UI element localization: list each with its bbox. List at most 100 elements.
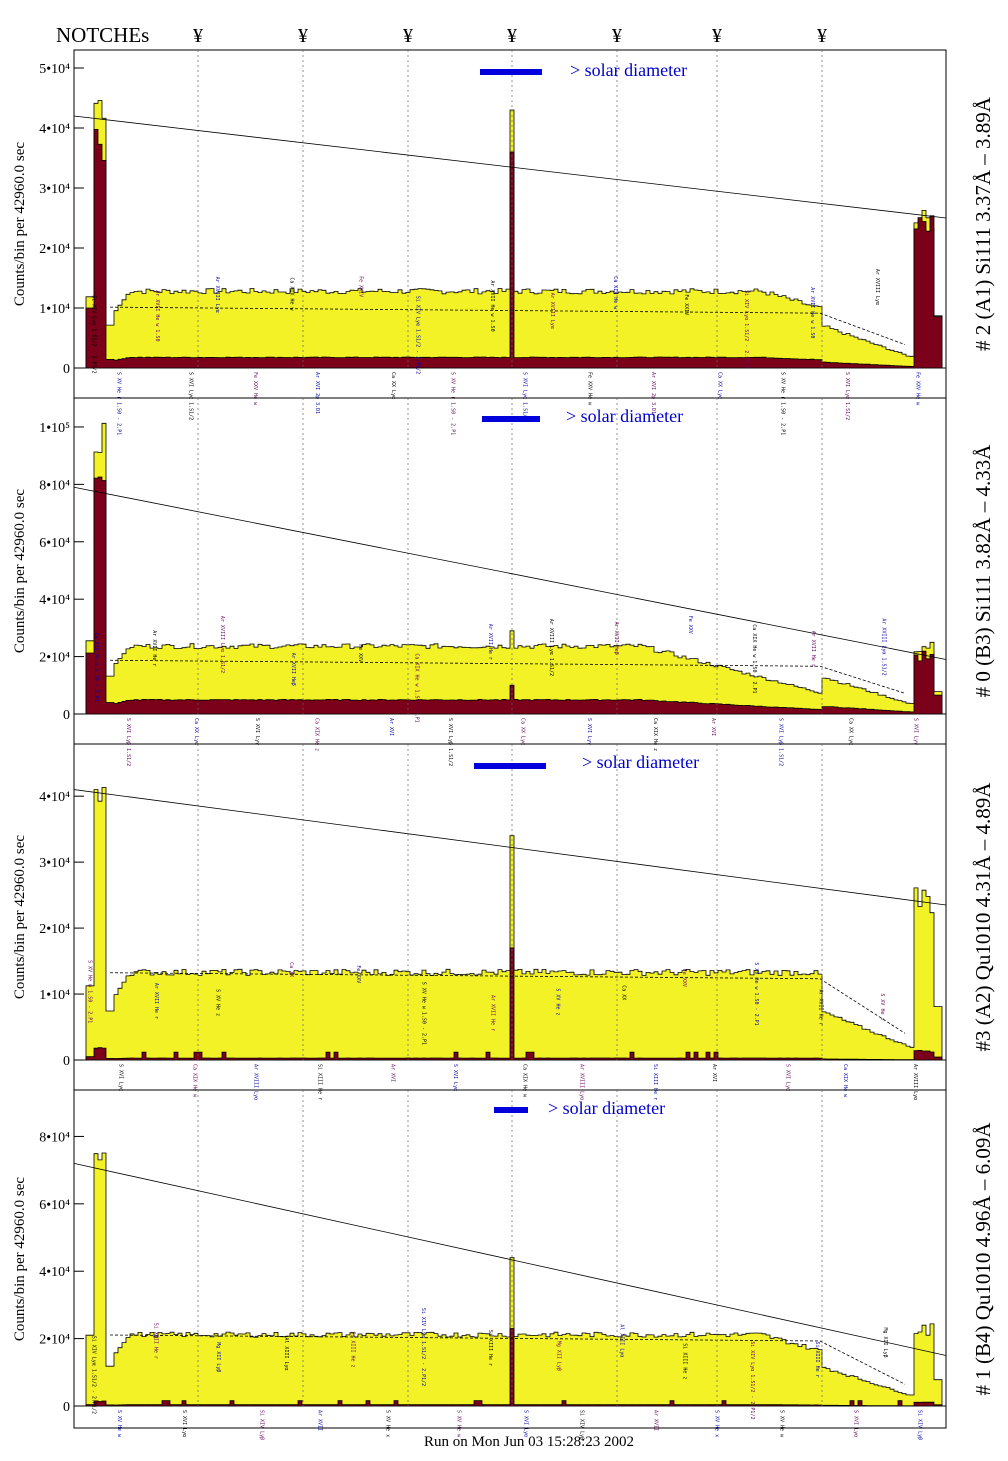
y-tick-label: 4•10⁴ — [39, 790, 70, 805]
notch-symbol: ¥ — [193, 25, 203, 47]
line-id-label: Fe XXIV — [683, 294, 689, 315]
solar-diameter-bar — [480, 69, 542, 75]
run-timestamp: Run on Mon Jun 03 15:28:23 2002 — [424, 1434, 634, 1450]
line-id-label: Fe XXV — [687, 616, 693, 634]
line-id-label: Fe XXV He w — [252, 372, 258, 406]
solar-diameter-label: > solar diameter — [548, 1098, 665, 1118]
line-id-label: S XV He z — [879, 993, 885, 1020]
line-id-label: S XVI Lyα — [452, 1064, 458, 1091]
solar-diameter-label: > solar diameter — [582, 752, 699, 772]
line-id-label: Ar XVII He w 1.S0 — [489, 280, 495, 331]
line-id-label: S XV He w 1.S0 - 2.P1 — [421, 982, 427, 1045]
line-id-label: S XV He w 1.S0 - 2.P1 — [753, 962, 759, 1025]
spectrum-panel-3: 0 2•10⁴ 4•10⁴ 6•10⁴ 8•10⁴ Counts/bin per 4296… — [12, 1089, 995, 1440]
line-id-label: S XV He z — [554, 988, 560, 1015]
y-tick-label: 5•10⁴ — [39, 62, 70, 77]
line-id-label: S XV He x — [714, 1410, 720, 1437]
line-id-label: S XV He z — [214, 989, 220, 1016]
y-axis-label: Counts/bin per 42960.0 sec — [12, 142, 28, 306]
line-id-label: Si XIV Lyβ — [579, 1410, 585, 1440]
panel-title: # 0 (B3) Si111 3.82Å – 4.33Å — [971, 444, 995, 698]
line-id-label: Ar XVI — [388, 718, 394, 736]
solar-diameter-bar — [494, 1107, 528, 1113]
line-id-label: Ca XIX He w 1.S0 - 2.P1 — [751, 624, 757, 693]
line-id-label: Ca XX Lyα — [519, 718, 525, 745]
line-id-label: Si XIII He r — [317, 1064, 323, 1100]
spectrum-panels: 0 1•10⁴ 2•10⁴ 3•10⁴ 4•10⁴ 5•10⁴ Counts/bin per… — [12, 49, 995, 1440]
line-id-label: Fe XXV — [355, 965, 361, 983]
line-id-label: Ar XVIII Lyα — [578, 1064, 584, 1100]
trend-line — [73, 486, 947, 660]
y-tick-label: 2•10⁴ — [39, 922, 70, 937]
line-id-label: S XVI Lyγ — [586, 718, 592, 745]
line-id-label: Ar XVII He r — [151, 630, 157, 666]
line-id-label: Ca XIX He w — [842, 1064, 848, 1098]
line-id-label: S XVI Lyα 1.S1/2 — [521, 372, 527, 420]
line-id-label: S XVI Lyα 1.S1/2 — [844, 372, 850, 420]
line-id-label: Si XIII He r — [652, 1064, 658, 1100]
y-tick-label: 4•10⁴ — [39, 122, 70, 137]
notches-label: NOTCHEs — [56, 23, 149, 47]
plot-frame — [73, 1089, 947, 1429]
line-id-label: Ca XX Lyα — [717, 372, 723, 399]
line-id-label: Ca XIX He z — [313, 718, 319, 751]
notch-symbol: ¥ — [817, 25, 827, 47]
line-id-label: Ar XVII Heβ — [290, 653, 296, 686]
series-darkred — [74, 476, 946, 715]
line-id-label: Ar XVII He w 1.S0 — [154, 290, 160, 341]
line-id-label: Si XIV Lyβ — [258, 1410, 264, 1440]
y-tick-label: 2•10⁴ — [39, 651, 70, 666]
line-id-label: Fe XXV He w — [915, 372, 921, 406]
line-id-label: Si XIV Lyβ — [916, 1410, 922, 1440]
series-darkred — [74, 1328, 946, 1407]
line-id-label: S XV He w — [116, 1410, 122, 1438]
line-id-label: S XVI Lyα — [523, 1410, 529, 1437]
line-id-label: S XV He w — [779, 1410, 785, 1438]
notch-symbol: ¥ — [712, 25, 722, 47]
line-id-label: Ar XVI 2p 3.D1 — [314, 372, 320, 414]
line-id-label: Ca XX — [288, 962, 294, 977]
y-tick-label: 4•10⁴ — [39, 593, 70, 608]
line-id-label: Fe XXV — [357, 644, 363, 662]
line-id-label: Ca XIX He w — [612, 276, 618, 310]
line-id-label: S XV He r 1.S0 - 2.P1 — [450, 372, 456, 435]
spectrum-panel-2: 0 1•10⁴ 2•10⁴ 3•10⁴ 4•10⁴ Counts/bin per 4296… — [12, 743, 995, 1100]
model-curve — [109, 1334, 906, 1385]
line-id-label: Fe XXV — [681, 969, 687, 987]
panel-title: # 1 (B4) Qu1010 4.96Å – 6.09Å — [971, 1122, 995, 1396]
notch-symbol: ¥ — [403, 25, 413, 47]
line-id-labels: Ca XIX He w 1.S0 - 2.P1 S XVI Lyβ 1.S1/2 A… — [93, 616, 919, 766]
line-id-label: Si XIV Lyα 1.S1/2 - 2.P1/2 — [91, 1336, 97, 1414]
line-id-labels: Si XIV Lyα 1.S1/2 - 2.P1/2 S XV He r 1.S0… — [91, 269, 921, 435]
line-id-label: Ca XIX He z — [652, 718, 658, 751]
y-tick-label: 2•10⁴ — [39, 242, 70, 257]
line-id-label: S XVI Lyα — [118, 1064, 124, 1091]
series-yellow — [74, 422, 946, 715]
line-id-label: Mg XII Lyβ — [215, 1342, 221, 1372]
y-axis-label: Counts/bin per 42960.0 sec — [12, 1177, 28, 1341]
line-id-label: Si XIII He r — [487, 1330, 493, 1366]
notch-symbol: ¥ — [298, 25, 308, 47]
y-tick-label: 3•10⁴ — [39, 182, 70, 197]
line-id-label: Si XIV Lyα 1.S1/2 - 2.P1/2 — [91, 295, 97, 373]
line-id-label: Ar XVIII Lyα — [549, 293, 555, 329]
line-id-label: S XVI Lyβ 1.S1/2 — [125, 718, 131, 766]
y-axis-label: Counts/bin per 42960.0 sec — [12, 489, 28, 653]
line-id-label: S XV He w 1.S0 - 2.P1 — [87, 960, 93, 1023]
model-curve — [109, 972, 906, 1034]
model-curve — [109, 659, 906, 694]
line-id-label: Mg XII Lyβ — [882, 1328, 888, 1358]
line-id-label: Si XIII He r — [153, 1323, 159, 1359]
line-id-label: S XVI Lyβ 1.S1/2 — [447, 718, 453, 766]
solar-diameter-label: > solar diameter — [570, 60, 687, 80]
line-id-label: Ca XIX He w — [192, 1064, 198, 1098]
notch-markers: ¥ ¥ ¥ ¥ ¥ ¥ ¥ — [193, 25, 827, 47]
line-id-label: S XVI Lyγ — [254, 718, 260, 745]
y-tick-label: 2•10⁴ — [39, 1333, 70, 1348]
trend-line — [73, 1163, 947, 1356]
y-tick-label: 0 — [63, 708, 70, 723]
y-tick-label: 1•10⁵ — [39, 421, 70, 436]
line-id-labels: Si XIV Lyα 1.S1/2 - 2.P1/2 S XV He w Si XI… — [91, 1308, 923, 1440]
notch-symbol: ¥ — [612, 25, 622, 47]
